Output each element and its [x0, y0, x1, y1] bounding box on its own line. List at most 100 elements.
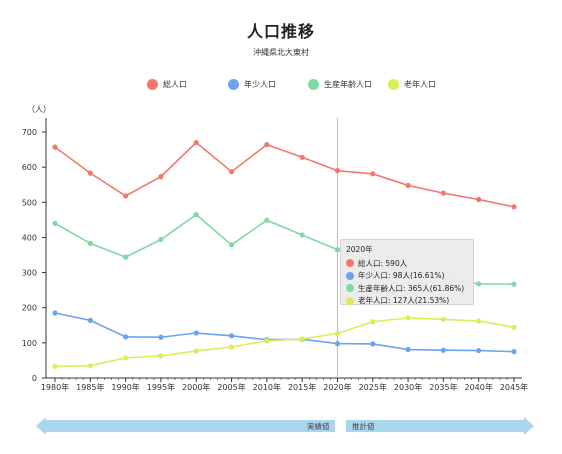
data-point — [193, 330, 199, 336]
data-point — [405, 182, 411, 189]
data-point — [52, 144, 58, 150]
y-tick-label: 600 — [22, 163, 37, 172]
data-point — [158, 174, 164, 180]
data-tooltip: 2020年 総人口: 590人 年少人口: 98人(16.61%) 生産年齢人口… — [340, 239, 474, 305]
tooltip-row: 年少人口: 98人(16.61%) — [346, 270, 468, 283]
tooltip-title: 2020年 — [346, 245, 373, 254]
legend-item-elderly[interactable]: 老年人口 — [388, 77, 436, 91]
tooltip-row: 生産年齢人口: 365人(61.86%) — [346, 282, 468, 295]
x-tick-label: 2020年 — [323, 382, 351, 392]
x-tick-label: 2000年 — [182, 382, 210, 392]
data-point — [476, 281, 482, 287]
y-tick-label: 500 — [22, 198, 37, 207]
data-point — [511, 281, 517, 287]
series-line-0 — [54, 141, 515, 208]
x-tick-label: 2040年 — [465, 382, 493, 392]
data-point — [370, 171, 376, 177]
y-axis-unit: （人） — [27, 105, 51, 114]
data-point — [299, 232, 305, 238]
data-point — [87, 317, 93, 323]
x-tick-label: 2005年 — [217, 382, 245, 392]
legend-label: 年少人口 — [244, 79, 276, 89]
data-point — [264, 338, 270, 344]
data-point — [476, 318, 482, 324]
series-dot-icon — [346, 271, 354, 280]
x-tick-label: 1990年 — [111, 382, 139, 392]
legend-dot-icon — [308, 78, 319, 90]
x-tick-label: 2025年 — [359, 382, 387, 392]
data-point — [123, 355, 129, 361]
data-point — [476, 347, 482, 354]
data-point — [511, 324, 517, 330]
data-point — [299, 336, 305, 342]
legend-dot-icon — [147, 78, 158, 90]
tooltip-row: 総人口: 590人 — [346, 257, 468, 270]
data-point — [123, 334, 129, 340]
x-tick-label: 2015年 — [288, 382, 316, 392]
actual-label: 実績値 — [307, 422, 330, 431]
data-point — [476, 196, 482, 203]
data-point — [52, 310, 58, 316]
data-point — [405, 315, 411, 321]
data-point — [52, 220, 58, 226]
data-point — [299, 154, 305, 160]
series-line-3 — [54, 317, 515, 368]
data-point — [370, 319, 376, 325]
data-point — [87, 170, 93, 176]
data-point — [228, 169, 235, 175]
data-point — [334, 247, 341, 253]
data-point — [228, 242, 235, 248]
data-point — [193, 211, 199, 218]
data-point — [440, 190, 446, 196]
y-tick-label: 300 — [22, 269, 37, 278]
data-point — [87, 363, 93, 369]
data-point — [370, 341, 376, 347]
legend-dot-icon — [228, 78, 239, 90]
y-tick-label: 200 — [22, 304, 37, 313]
data-point — [334, 340, 341, 347]
tooltip-row: 老年人口: 127人(21.53%) — [346, 295, 468, 308]
tooltip-row-text: 総人口: 590人 — [358, 258, 408, 268]
chart-subtitle: 沖縄県北大東村 — [253, 48, 309, 57]
y-tick-label: 700 — [22, 128, 37, 137]
y-tick-label: 0 — [32, 374, 37, 383]
x-tick-label: 2035年 — [429, 382, 457, 392]
x-tick-label: 2010年 — [253, 382, 281, 392]
data-point — [511, 349, 517, 355]
data-point — [440, 347, 446, 353]
y-tick-label: 100 — [22, 339, 37, 348]
data-point — [440, 316, 446, 322]
x-tick-label: 1980年 — [41, 382, 69, 392]
y-tick-label: 400 — [22, 233, 37, 242]
chart-title: 人口推移 — [246, 22, 315, 41]
legend-item-young[interactable]: 年少人口 — [228, 77, 276, 91]
data-point — [193, 348, 199, 354]
legend-label: 総人口 — [163, 79, 187, 89]
data-point — [158, 334, 164, 340]
data-point — [158, 353, 164, 359]
tooltip-row-text: 年少人口: 98人(16.61%) — [358, 271, 445, 281]
data-point — [511, 204, 517, 210]
x-tick-label: 1985年 — [76, 382, 104, 392]
x-tick-label: 2030年 — [394, 382, 422, 392]
legend-label: 生産年齢人口 — [324, 79, 372, 89]
data-point — [264, 142, 270, 148]
data-point — [334, 330, 341, 336]
data-point — [405, 346, 411, 353]
x-tick-label: 2045年 — [500, 382, 528, 392]
data-point — [228, 333, 235, 339]
data-point — [264, 217, 270, 223]
legend-item-total[interactable]: 総人口 — [147, 77, 187, 91]
series-dot-icon — [346, 259, 354, 268]
timeline-bar: 実績値 推計値 — [36, 417, 534, 435]
tooltip-row-text: 生産年齢人口: 365人(61.86%) — [358, 283, 465, 293]
data-point — [228, 344, 235, 350]
legend-dot-icon — [388, 78, 399, 90]
series-dot-icon — [346, 284, 354, 293]
data-point — [334, 168, 341, 174]
legend-item-working[interactable]: 生産年齢人口 — [308, 77, 372, 91]
x-tick-label: 1995年 — [147, 382, 175, 392]
data-point — [123, 193, 129, 199]
tooltip-row-text: 老年人口: 127人(21.53%) — [358, 296, 450, 306]
